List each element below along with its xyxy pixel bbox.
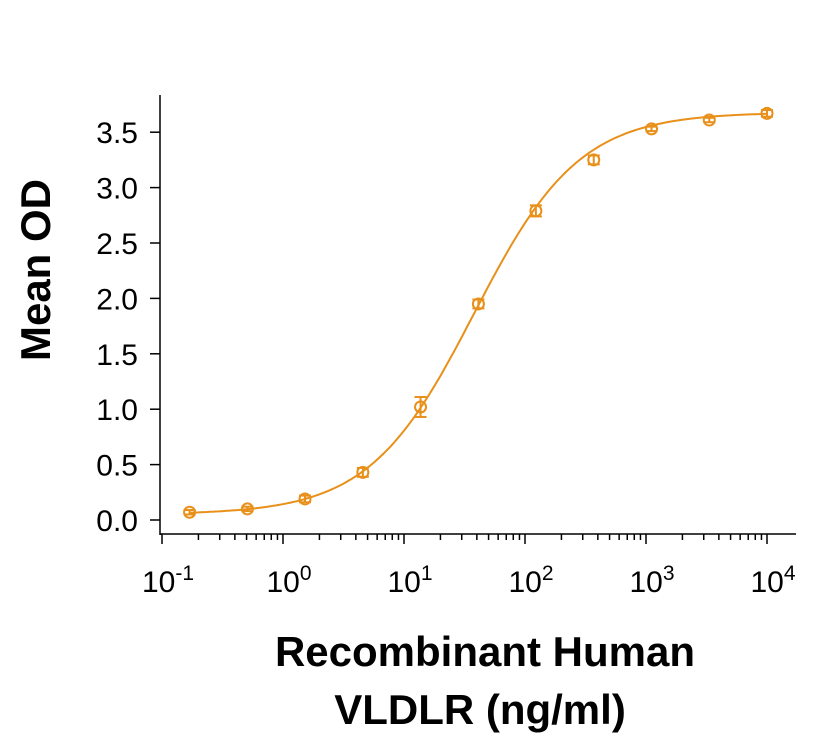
- x-tick-base: 10: [629, 566, 662, 599]
- data-point: [645, 122, 659, 136]
- fit-curve: [189, 112, 768, 514]
- x-tick-label: 104: [750, 562, 795, 599]
- x-tick-exponent: 4: [784, 562, 796, 585]
- x-tick-exponent: 2: [542, 562, 554, 585]
- y-tick-labels: 0.0 0.5 1.0 1.5 2.0 2.5 3.0 3.5: [96, 117, 138, 538]
- y-tick-label: 0.5: [96, 450, 138, 483]
- x-tick-exponent: 0: [300, 562, 312, 585]
- x-tick-label: 102: [508, 562, 553, 599]
- data-point: [298, 492, 312, 506]
- x-tick-label: 100: [266, 562, 311, 599]
- y-tick-label: 3.0: [96, 173, 138, 206]
- x-axis-label-line2: VLDLR (ng/ml): [334, 686, 626, 733]
- data-point: [529, 204, 543, 218]
- data-point: [760, 106, 774, 120]
- data-point: [414, 400, 428, 414]
- y-tick-label: 1.0: [96, 394, 138, 427]
- x-tick-labels: 10-1 100 101 102 103 104: [142, 562, 796, 599]
- fit-curve-path: [189, 112, 768, 514]
- x-tick-base: 10: [266, 566, 299, 599]
- data-point: [183, 505, 197, 519]
- data-point: [471, 297, 485, 311]
- axes: [150, 95, 796, 544]
- x-axis-label-line1: Recombinant Human: [275, 628, 695, 675]
- x-tick-base: 10: [508, 566, 541, 599]
- y-tick-label: 3.5: [96, 117, 138, 150]
- data-point: [587, 153, 601, 167]
- data-point: [702, 113, 716, 127]
- data-point: [240, 502, 254, 516]
- x-tick-exponent: 1: [421, 562, 433, 585]
- data-point: [356, 465, 370, 479]
- y-tick-label: 2.0: [96, 283, 138, 316]
- y-tick-label: 0.0: [96, 505, 138, 538]
- x-tick-label: 103: [629, 562, 674, 599]
- x-tick-exponent: -1: [175, 562, 194, 585]
- x-tick-label: 10-1: [142, 562, 194, 599]
- x-tick-base: 10: [750, 566, 783, 599]
- data-points: [183, 106, 774, 519]
- y-tick-label: 2.5: [96, 228, 138, 261]
- x-tick-label: 101: [387, 562, 432, 599]
- x-tick-base: 10: [142, 566, 175, 599]
- x-tick-base: 10: [387, 566, 420, 599]
- y-axis-label: Mean OD: [12, 179, 59, 361]
- x-tick-exponent: 3: [663, 562, 675, 585]
- y-tick-label: 1.5: [96, 339, 138, 372]
